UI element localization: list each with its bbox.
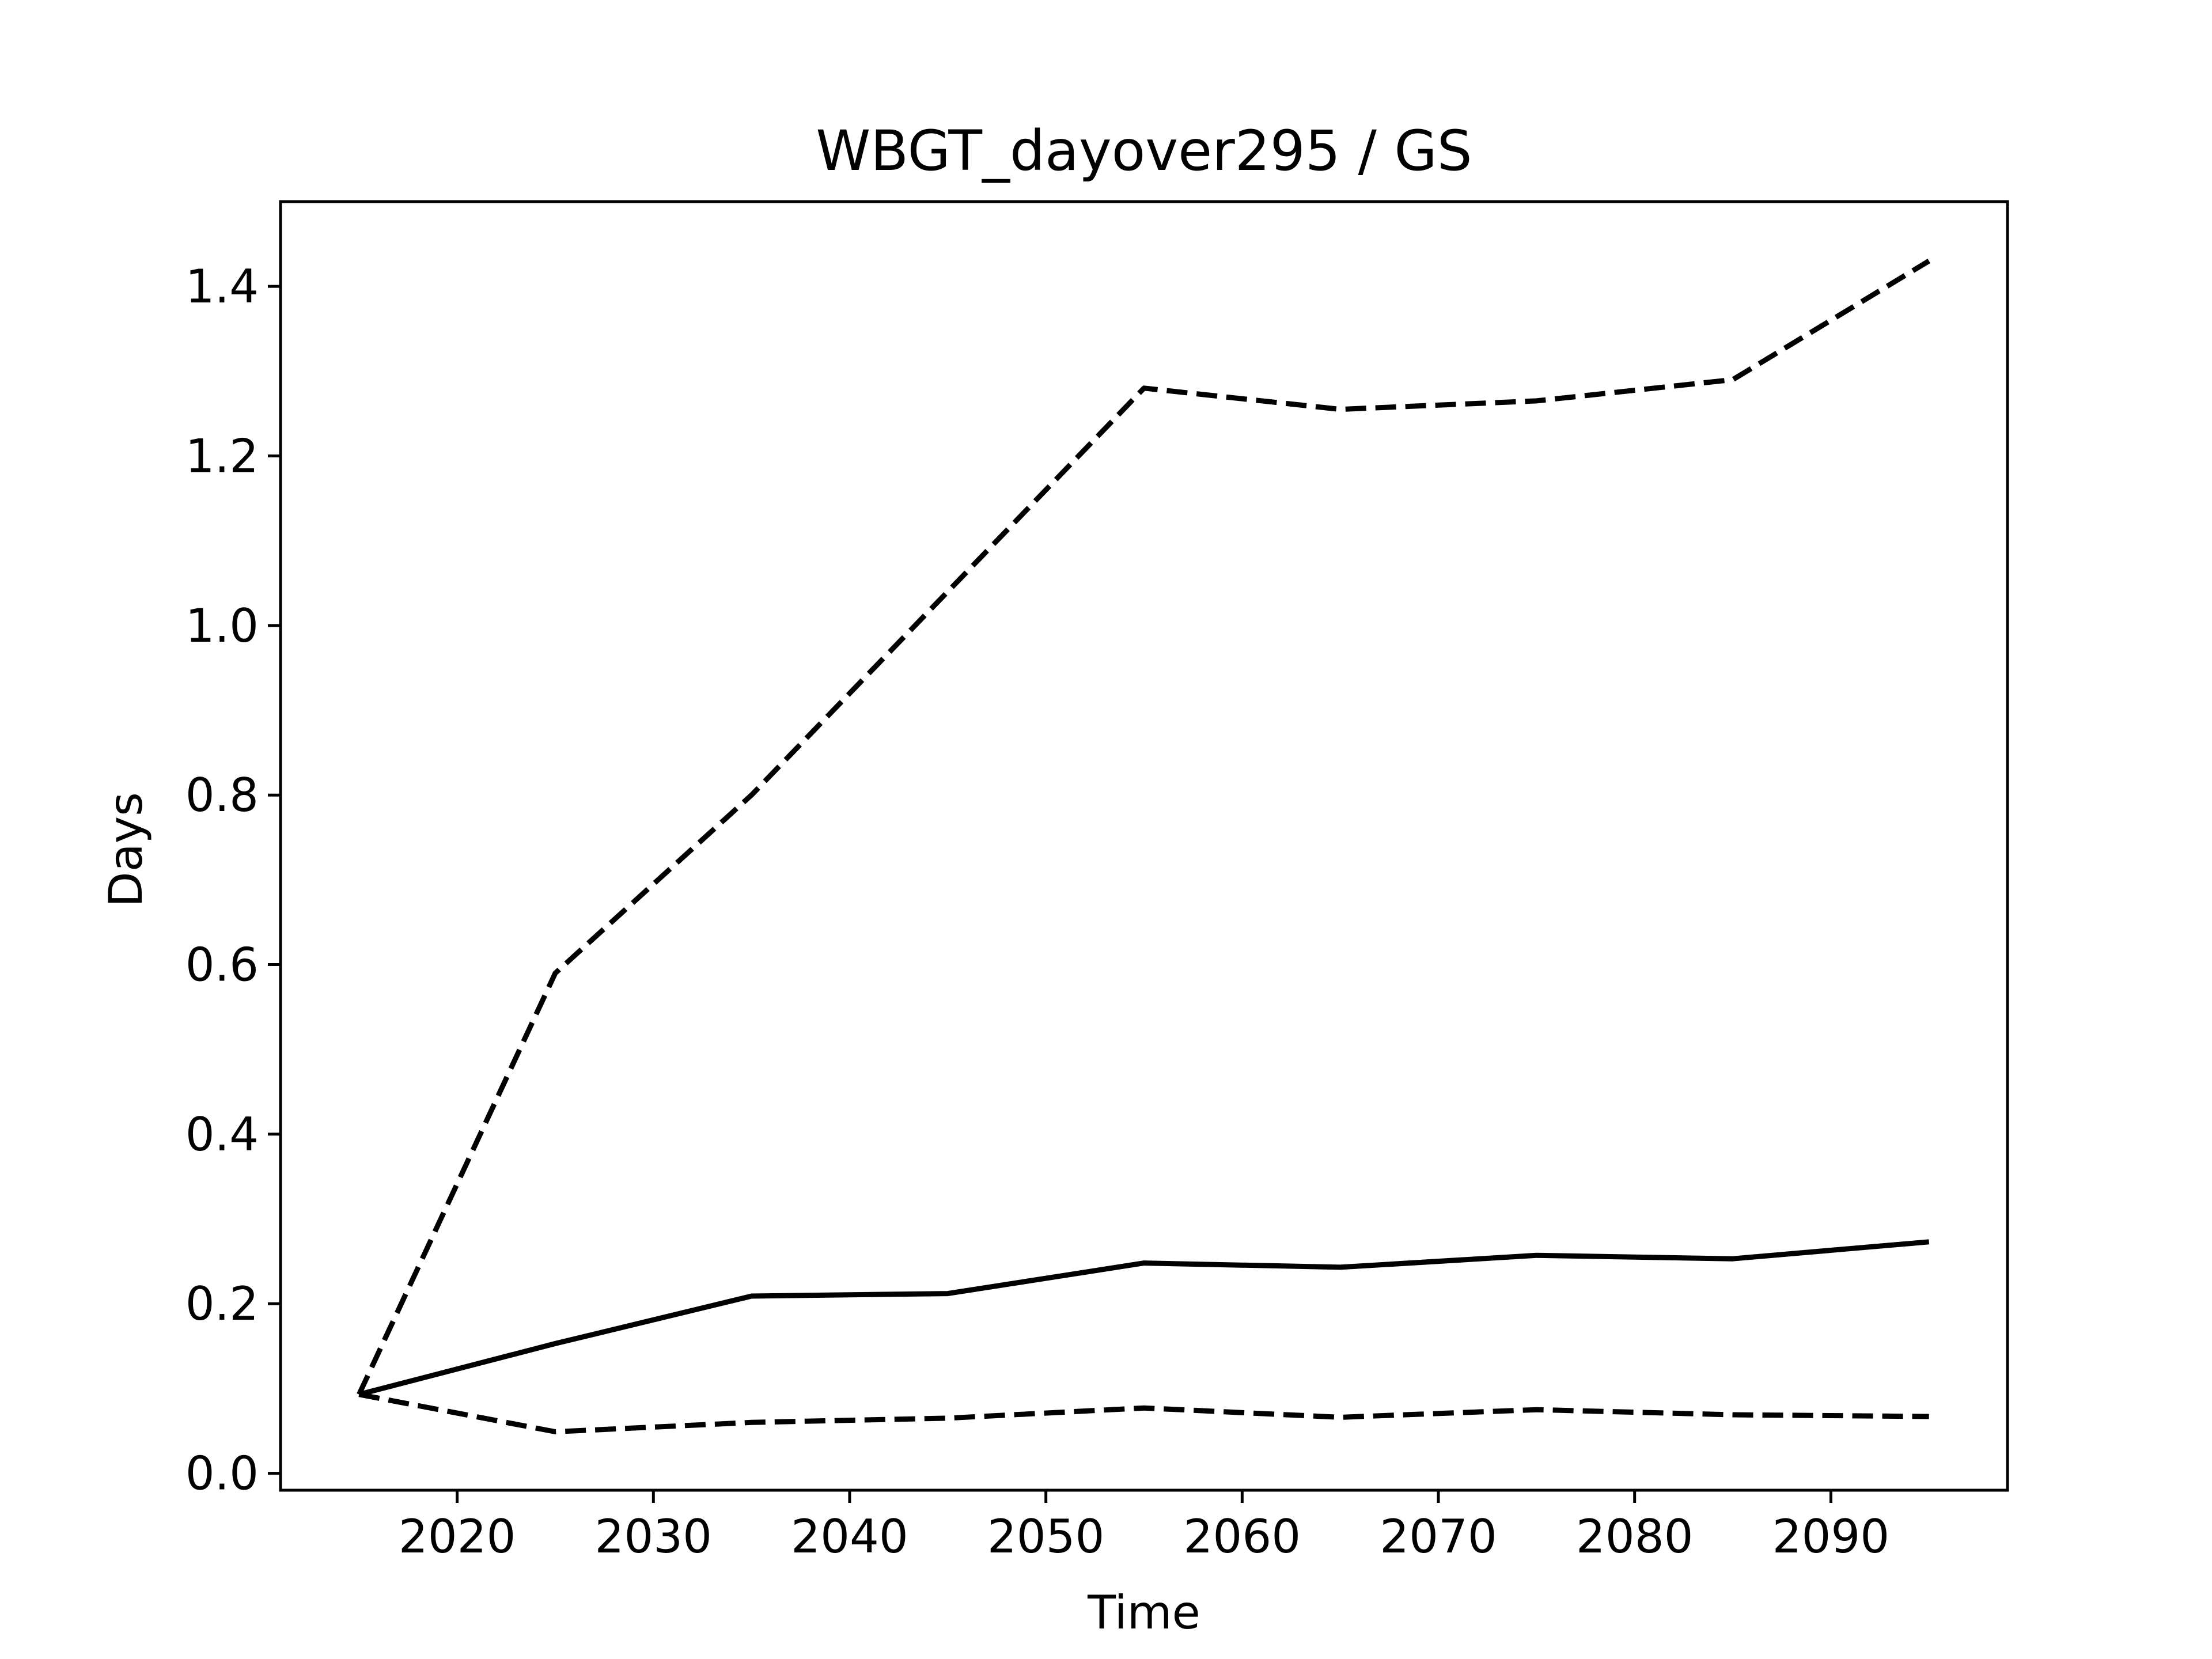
y-tick-label: 0.8 (185, 768, 259, 822)
x-axis-label: Time (1087, 1586, 1200, 1639)
x-tick-label: 2020 (399, 1510, 516, 1563)
x-tick-label: 2080 (1576, 1510, 1694, 1563)
ticks-layer: 2020 2030 2040 2050 2060 2070 2080 2090 0.0 0.2 0.… (185, 260, 1889, 1563)
y-tick-label: 1.2 (185, 430, 259, 483)
lower-dashed-series-line (358, 1392, 1929, 1434)
upper-dashed-series-line (357, 259, 1931, 1396)
x-tick-label: 2040 (791, 1510, 908, 1563)
y-tick-label: 0.4 (185, 1108, 259, 1161)
plot-frame (279, 200, 2009, 1492)
x-tick-label: 2030 (594, 1510, 712, 1563)
x-tick-label: 2060 (1184, 1510, 1301, 1563)
x-tick-label: 2090 (1772, 1510, 1890, 1563)
y-tick-label: 0.6 (185, 938, 259, 992)
x-tick-label: 2070 (1380, 1510, 1497, 1563)
y-tick-label: 1.0 (185, 599, 259, 653)
y-tick-label: 1.4 (185, 260, 259, 313)
chart-title: WBGT_dayover295 / GS (816, 119, 1472, 183)
median-solid-series-line (358, 1239, 1930, 1397)
series-layer (357, 259, 1931, 1434)
x-tick-label: 2050 (987, 1510, 1105, 1563)
y-axis-label: Days (99, 792, 153, 907)
y-tick-label: 0.0 (185, 1447, 259, 1501)
y-tick-label: 0.2 (185, 1277, 259, 1331)
